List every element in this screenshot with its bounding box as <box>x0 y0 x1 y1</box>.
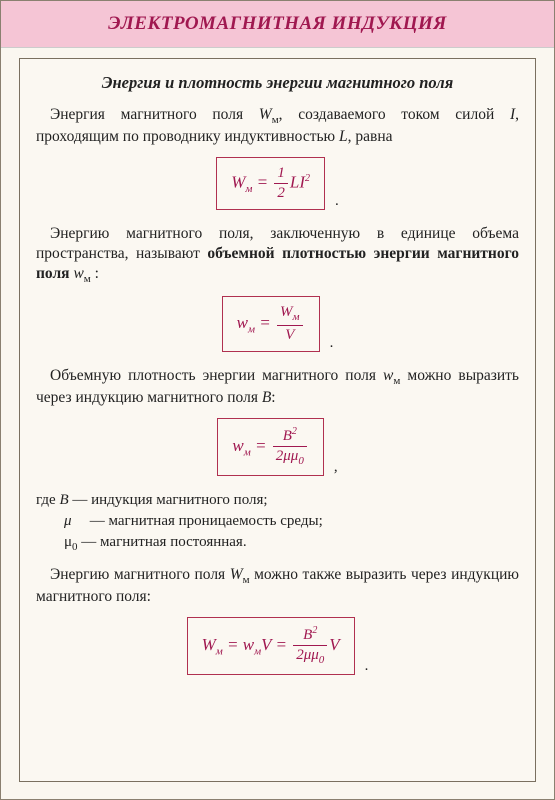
p2-t2: : <box>91 265 99 282</box>
paragraph-2: Энергию магнитного поля, заключенную в е… <box>36 224 519 286</box>
f3-numB: B <box>283 428 292 444</box>
p2-sub: м <box>84 273 91 285</box>
p3-t1: Объемную плотность энергии магнитного по… <box>50 367 383 384</box>
f2-wsub: м <box>248 323 255 335</box>
f3-densub: 0 <box>298 455 304 467</box>
f3-w: w <box>232 436 243 455</box>
p2-sym: w <box>73 265 83 282</box>
p1-sym3: L <box>339 128 348 145</box>
formula-3-wrap: wм = B2 2μμ0 , <box>36 418 519 476</box>
f2-after: . <box>330 335 334 352</box>
definitions: где B — индукция магнитного поля; μ — ма… <box>36 490 519 555</box>
formula-2-wrap: wм = Wм V . <box>36 296 519 352</box>
f2-w: w <box>237 313 248 332</box>
header-title: ЭЛЕКТРОМАГНИТНАЯ ИНДУКЦИЯ <box>21 13 534 35</box>
formula-1: Wм = 1 2 LI2 <box>216 157 325 210</box>
f4-den: 2μμ0 <box>293 646 327 666</box>
d2-sym: μ <box>64 511 86 532</box>
f1-frac: 1 2 <box>274 166 288 201</box>
formula-3: wм = B2 2μμ0 <box>217 418 323 476</box>
p3-sym2: B <box>262 389 271 406</box>
f1-rhs: LI <box>290 172 305 191</box>
f4-num: B2 <box>293 626 327 646</box>
f4-eq2: = <box>275 635 286 654</box>
f2-numsub: м <box>293 311 300 323</box>
f4-Wsub: м <box>216 646 223 658</box>
p4-sub: м <box>243 574 250 586</box>
formula-4-wrap: Wм = wмV = B2 2μμ0 V . <box>36 617 519 675</box>
header-bar: ЭЛЕКТРОМАГНИТНАЯ ИНДУКЦИЯ <box>1 1 554 48</box>
p3-t3: : <box>271 389 275 406</box>
p1-sym1: W <box>259 106 272 123</box>
f1-W: W <box>231 172 245 191</box>
f3-numexp: 2 <box>292 426 297 437</box>
d1-sym: B <box>59 490 68 511</box>
f1-num: 1 <box>274 166 288 184</box>
paragraph-1: Энергия магнитного поля Wм, создаваемого… <box>36 105 519 147</box>
f4-V1: V <box>261 635 271 654</box>
d2-txt: — магнитная проницаемость среды; <box>86 513 323 529</box>
p1-sub1: м <box>272 114 279 126</box>
formula-1-wrap: Wм = 1 2 LI2 . <box>36 157 519 210</box>
p1-t1: Энергия магнитного поля <box>50 106 259 123</box>
f4-frac: B2 2μμ0 <box>293 626 327 666</box>
f1-Wsub: м <box>245 183 252 195</box>
defs-intro: где <box>36 492 59 508</box>
f4-densub: 0 <box>319 654 325 666</box>
f4-denmu: μμ <box>304 647 319 663</box>
f3-wsub: м <box>244 446 251 458</box>
f2-eq: = <box>259 313 270 332</box>
p1-t2: , создаваемого током силой <box>279 106 510 123</box>
f3-denmu: μμ <box>283 448 298 464</box>
f4-after: . <box>365 658 369 675</box>
f4-numB: B <box>303 627 312 643</box>
formula-2: wм = Wм V <box>222 296 320 352</box>
formula-4: Wм = wмV = B2 2μμ0 V <box>187 617 355 675</box>
def-1: где B — индукция магнитного поля; <box>36 490 519 511</box>
p4-sym: W <box>230 566 243 583</box>
f3-num: B2 <box>273 427 307 447</box>
f2-frac: Wм V <box>277 305 303 343</box>
f3-frac: B2 2μμ0 <box>273 427 307 467</box>
f1-den: 2 <box>274 184 288 201</box>
p4-t1: Энергию магнитного поля <box>50 566 230 583</box>
def-2: μ — магнитная проницаемость среды; <box>64 511 519 532</box>
content-frame: Энергия и плотность энергии магнитного п… <box>19 58 536 782</box>
f1-after: . <box>335 193 339 210</box>
f1-exp: 2 <box>305 173 310 184</box>
f2-num: Wм <box>277 305 303 326</box>
document-page: ЭЛЕКТРОМАГНИТНАЯ ИНДУКЦИЯ Энергия и плот… <box>0 0 555 800</box>
f2-den: V <box>277 326 303 343</box>
f4-numexp: 2 <box>312 625 317 636</box>
f3-eq: = <box>255 436 266 455</box>
p3-sym1: w <box>383 367 393 384</box>
d1-txt: — индукция магнитного поля; <box>69 492 268 508</box>
f4-eq1: = <box>227 635 238 654</box>
f4-V2: V <box>329 635 339 654</box>
paragraph-3: Объемную плотность энергии магнитного по… <box>36 366 519 408</box>
subtitle: Энергия и плотность энергии магнитного п… <box>36 73 519 93</box>
f3-den: 2μμ0 <box>273 447 307 467</box>
f3-after: , <box>334 459 338 476</box>
paragraph-4: Энергию магнитного поля Wм можно также в… <box>36 565 519 607</box>
p1-t4: , равна <box>348 128 393 145</box>
d3-txt: — магнитная постоянная. <box>78 534 247 550</box>
f4-den2: 2 <box>296 647 304 663</box>
d3-sym: μ <box>64 534 72 550</box>
f1-eq: = <box>257 172 268 191</box>
def-3: μ0 — магнитная постоянная. <box>64 532 519 555</box>
f2-numW: W <box>280 304 293 320</box>
f4-w: w <box>243 635 254 654</box>
f4-W: W <box>202 635 216 654</box>
